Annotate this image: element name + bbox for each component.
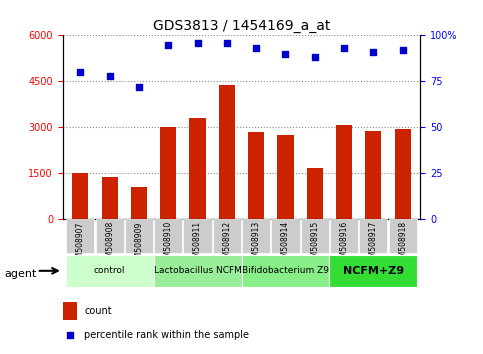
Text: count: count (84, 306, 112, 316)
Text: percentile rank within the sample: percentile rank within the sample (84, 330, 249, 339)
Text: GSM508907: GSM508907 (76, 221, 85, 268)
Point (303, 207, 311, 212)
Point (340, 45, 348, 51)
FancyBboxPatch shape (66, 219, 95, 253)
Bar (63, 302, 77, 320)
Point (164, 42, 172, 47)
FancyBboxPatch shape (301, 219, 329, 253)
Text: agent: agent (5, 269, 37, 279)
Point (399, 47, 407, 53)
Bar (395, 129, 411, 219)
Text: GSM508914: GSM508914 (281, 221, 290, 267)
FancyBboxPatch shape (184, 219, 212, 253)
Bar (101, 177, 118, 219)
Bar (307, 168, 323, 219)
Point (252, 45, 260, 51)
Text: GSM508910: GSM508910 (164, 221, 173, 267)
FancyBboxPatch shape (388, 219, 417, 253)
FancyBboxPatch shape (242, 219, 270, 253)
Text: GSM508916: GSM508916 (340, 221, 349, 267)
Bar (131, 187, 147, 219)
Point (223, 40, 231, 46)
Bar (248, 132, 264, 219)
Bar (277, 135, 294, 219)
Text: Lactobacillus NCFM: Lactobacillus NCFM (154, 266, 242, 275)
Text: GSM508918: GSM508918 (398, 221, 407, 267)
FancyBboxPatch shape (359, 219, 387, 253)
Text: GSM508915: GSM508915 (310, 221, 319, 267)
Point (76, 69, 84, 75)
FancyBboxPatch shape (242, 255, 329, 287)
Point (311, 55, 319, 60)
FancyBboxPatch shape (154, 219, 182, 253)
Text: GSM508912: GSM508912 (222, 221, 231, 267)
Text: GSM508913: GSM508913 (252, 221, 261, 267)
Point (282, 51, 289, 57)
Title: GDS3813 / 1454169_a_at: GDS3813 / 1454169_a_at (153, 19, 330, 33)
Text: control: control (94, 266, 126, 275)
FancyBboxPatch shape (329, 255, 417, 287)
Bar (160, 127, 176, 219)
Text: GSM508917: GSM508917 (369, 221, 378, 267)
FancyBboxPatch shape (271, 219, 299, 253)
Bar (72, 173, 88, 219)
FancyBboxPatch shape (125, 219, 153, 253)
Point (135, 84, 143, 90)
Bar (189, 118, 206, 219)
Bar (365, 131, 382, 219)
FancyBboxPatch shape (330, 219, 358, 253)
Text: Bifidobacterium Z9: Bifidobacterium Z9 (242, 266, 329, 275)
Bar (219, 85, 235, 219)
FancyBboxPatch shape (96, 219, 124, 253)
Point (369, 49, 377, 55)
Text: GSM508911: GSM508911 (193, 221, 202, 267)
FancyBboxPatch shape (154, 255, 242, 287)
Text: GSM508909: GSM508909 (134, 221, 143, 268)
Point (194, 40, 201, 46)
FancyBboxPatch shape (66, 255, 154, 287)
Text: GSM508908: GSM508908 (105, 221, 114, 267)
FancyBboxPatch shape (213, 219, 241, 253)
Bar (336, 125, 352, 219)
Text: NCFM+Z9: NCFM+Z9 (343, 266, 404, 276)
Point (106, 73, 114, 79)
